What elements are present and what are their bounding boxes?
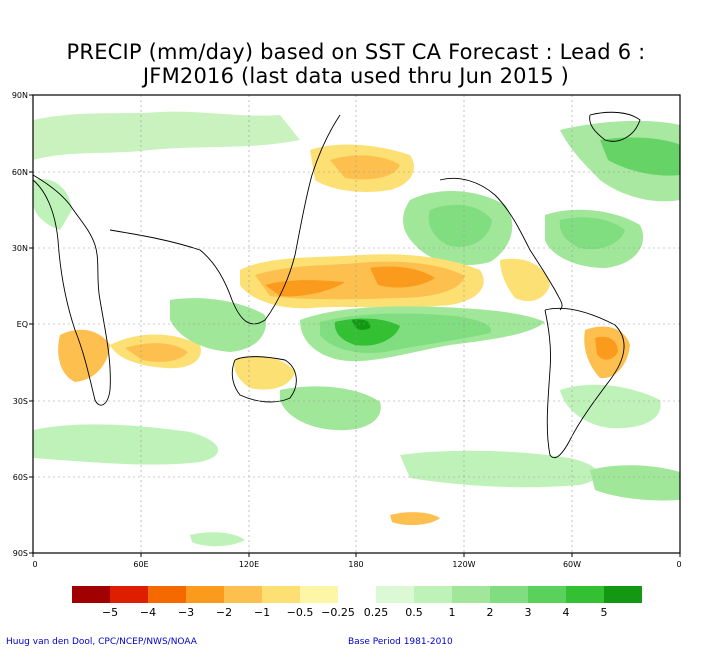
- lat-label-60n: 60N: [12, 168, 28, 177]
- legend-label: −2: [216, 606, 232, 619]
- legend-label: −0.5: [287, 606, 314, 619]
- coast-africa-europe: [33, 174, 111, 406]
- lon-label-120w: 120W: [452, 560, 475, 569]
- legend-swatch: [566, 586, 604, 603]
- siberia-dry-core: [330, 155, 400, 180]
- color-legend: −5 −4 −3 −2 −1 −0.5 −0.25 0.25 0.5 1 2 3 4 5: [72, 586, 642, 619]
- legend-label: 4: [563, 606, 570, 619]
- lat-label-eq: EQ: [17, 320, 28, 329]
- legend-label: 1: [449, 606, 456, 619]
- north-atlantic-wet-core: [600, 137, 680, 176]
- central-pacific-dry-core: [370, 266, 435, 288]
- legend-swatch: [300, 586, 338, 603]
- legend-label: −5: [102, 606, 118, 619]
- equatorial-pacific-wet-peak: [352, 319, 371, 330]
- coast-south-america: [544, 307, 625, 459]
- legend-swatch: [110, 586, 148, 603]
- legend-swatch: [224, 586, 262, 603]
- legend-swatch: [148, 586, 186, 603]
- longitude-labels: 0 60E 120E 180 120W 60W 0: [32, 560, 681, 569]
- antarctic-coast-dry-anomaly: [390, 512, 440, 526]
- lat-label-90n: 90N: [12, 91, 28, 100]
- south-atlantic-wet-anomaly: [560, 384, 661, 429]
- africa-west-wet-anomaly: [33, 179, 72, 230]
- amazon-dry-core: [595, 336, 618, 360]
- credit-text: Huug van den Dool, CPC/NCEP/NWS/NOAA: [6, 637, 197, 647]
- base-period-text: Base Period 1981-2010: [348, 637, 453, 647]
- graticule: [33, 95, 680, 553]
- legend-swatch: [262, 586, 300, 603]
- lat-label-30s: 30S: [13, 397, 28, 406]
- legend-swatch: [414, 586, 452, 603]
- map-title-line-2: JFM2016 (last data used thru Jun 2015 ): [142, 64, 570, 88]
- lon-label-60e: 60E: [133, 560, 148, 569]
- latitude-labels: 90N 60N 30N EQ 30S 60S 90S: [12, 91, 28, 558]
- lon-label-60w: 60W: [563, 560, 581, 569]
- legend-swatch: [604, 586, 642, 603]
- lat-label-30n: 30N: [12, 244, 28, 253]
- legend-swatch: [490, 586, 528, 603]
- australia-dry-anomaly: [234, 356, 295, 390]
- legend-label: 3: [525, 606, 532, 619]
- antarctic-coast-wet-anomaly: [190, 532, 245, 547]
- south-pacific-wet-anomaly: [280, 386, 381, 431]
- coast-australia: [231, 356, 297, 403]
- legend-label: 0.5: [405, 606, 423, 619]
- north-pacific-wet-core: [428, 204, 492, 247]
- legend-swatch: [452, 586, 490, 603]
- indian-ocean-dry-core: [125, 343, 188, 362]
- coastlines: [33, 111, 641, 459]
- legend-label: −4: [140, 606, 156, 619]
- gulf-atlantic-wet-core: [559, 217, 625, 250]
- axis-ticks: [29, 94, 681, 557]
- coast-north-america: [439, 177, 563, 311]
- lat-label-90s: 90S: [13, 549, 28, 558]
- legend-label: −0.25: [321, 606, 355, 619]
- legend-label: −3: [178, 606, 194, 619]
- lon-label-120e: 120E: [239, 560, 259, 569]
- maritime-continent-wet-anomaly: [170, 298, 266, 352]
- legend-swatch: [338, 586, 376, 603]
- legend-label: −1: [254, 606, 270, 619]
- southern-ocean-east-wet-anomaly: [590, 465, 680, 501]
- coast-asia: [109, 114, 341, 325]
- precip-anomaly-fields: [33, 111, 680, 547]
- legend-swatch: [376, 586, 414, 603]
- southern-ocean-wet-anomaly: [400, 450, 599, 488]
- legend-label: 5: [601, 606, 608, 619]
- legend-label: 2: [487, 606, 494, 619]
- southern-indian-wet-anomaly: [33, 424, 219, 465]
- legend-label: 0.25: [364, 606, 389, 619]
- coast-greenland: [589, 111, 641, 142]
- legend-swatch: [528, 586, 566, 603]
- lon-label-0-east: 0: [676, 560, 681, 569]
- legend-swatch: [186, 586, 224, 603]
- equatorial-pacific-wet-core: [334, 318, 400, 346]
- lon-label-180: 180: [348, 560, 363, 569]
- arctic-wet-anomaly: [33, 111, 300, 160]
- map-title-line-1: PRECIP (mm/day) based on SST CA Forecast…: [66, 40, 646, 64]
- legend-swatch: [72, 586, 110, 603]
- lat-label-60s: 60S: [13, 473, 28, 482]
- lon-label-0-west: 0: [32, 560, 37, 569]
- central-america-dry-anomaly: [500, 258, 550, 302]
